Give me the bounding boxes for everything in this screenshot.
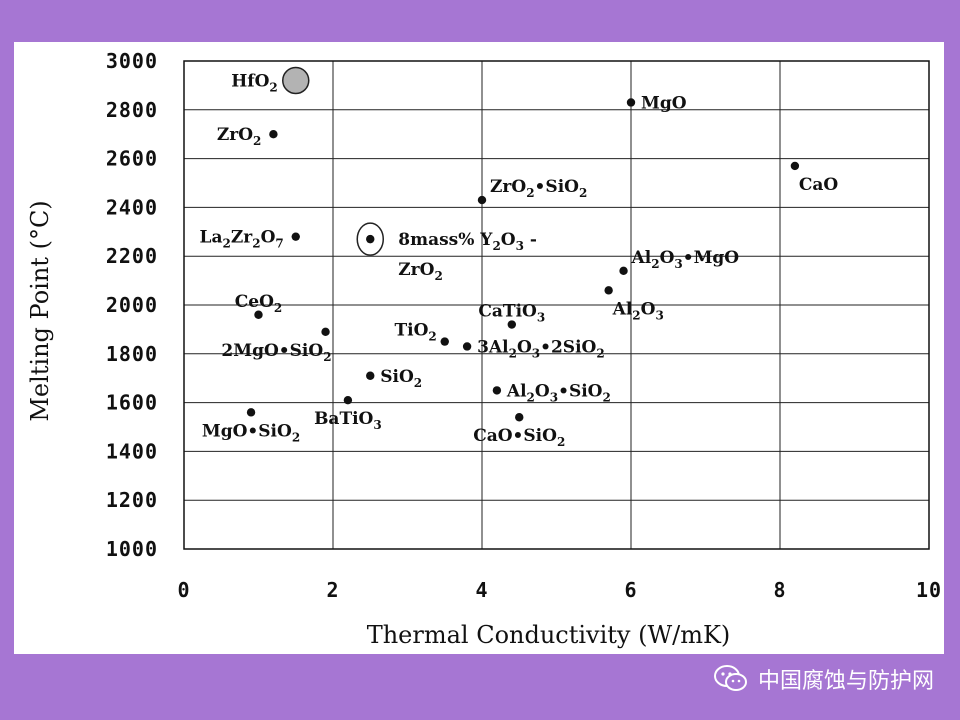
x-tick-label: 8 (773, 578, 786, 602)
data-label: Al2​O3​ (612, 299, 664, 322)
data-point (626, 98, 636, 107)
x-tick-label: 2 (326, 578, 339, 602)
data-point (462, 342, 472, 351)
data-label: HfO2​ (231, 72, 278, 95)
data-point (507, 320, 516, 329)
watermark: 中国腐蚀与防护网 (713, 662, 934, 696)
data-point (440, 337, 449, 346)
data-label: MgO (641, 93, 687, 113)
y-tick-label: 1000 (106, 537, 158, 561)
data-point (492, 386, 502, 395)
data-point (321, 327, 330, 337)
data-label: BaTiO3​ (314, 409, 382, 432)
x-tick-label: 6 (624, 578, 637, 602)
x-tick-label: 10 (916, 578, 942, 602)
data-label: Al2​O3​•MgO (631, 248, 740, 271)
chart-panel: 1000 1200 1400 1600 1800 2000 2200 2400 2600 2800… (14, 42, 944, 654)
y-axis-title: Melting Point (°C) (26, 200, 54, 421)
y-tick-label: 3000 (106, 49, 158, 73)
data-point (254, 310, 263, 319)
data-label: CaO (799, 175, 839, 195)
data-point (282, 66, 310, 95)
plot-frame (183, 60, 930, 550)
watermark-text: 中国腐蚀与防护网 (757, 669, 934, 694)
data-label: CeO2​ (235, 292, 283, 315)
data-point (269, 130, 278, 139)
data-point (604, 286, 613, 295)
data-label: Al2​O3​•SiO2​ (506, 381, 611, 404)
data-point (619, 266, 628, 276)
data-point-ring (356, 222, 384, 256)
data-point (515, 413, 524, 422)
data-point (246, 408, 256, 417)
y-tick-label: 2400 (106, 195, 158, 219)
scatter-chart: 1000 1200 1400 1600 1800 2000 2200 2400 2600 2800… (26, 49, 942, 649)
y-tick-label: 2200 (106, 244, 158, 268)
data-label: ZrO2​ (217, 125, 262, 148)
y-tick-label: 1600 (106, 391, 158, 415)
x-axis-title: Thermal Conductivity (W/mK) (367, 621, 731, 649)
y-tick-label: 2000 (106, 293, 158, 317)
data-point (343, 395, 353, 405)
data-label: ZrO2​•SiO2​ (490, 177, 587, 200)
data-point (790, 161, 800, 171)
y-tick-label: 1800 (106, 342, 158, 366)
data-label: CaO•SiO2​ (473, 426, 565, 449)
y-tick-label: 1400 (106, 439, 158, 463)
data-label: ZrO2​ (398, 260, 443, 283)
data-label: MgO•SiO2​ (202, 421, 300, 444)
y-tick-label: 1200 (106, 488, 158, 512)
data-point (366, 234, 375, 244)
data-label: 2MgO•SiO2​ (221, 341, 331, 364)
data-label: 3Al2​O3​•2SiO2​ (477, 337, 605, 360)
x-tick-label: 4 (475, 578, 488, 602)
data-point (366, 371, 375, 380)
y-tick-label: 2800 (106, 98, 158, 122)
data-label: La2​Zr2​O7​ (200, 228, 284, 251)
wechat-icon (713, 665, 747, 691)
data-label: CaTiO3​ (478, 302, 545, 325)
data-label: SiO2​ (380, 367, 422, 390)
data-point (291, 232, 300, 241)
data-label: TiO2​ (394, 321, 436, 344)
y-tick-label: 2600 (106, 147, 158, 171)
data-point (477, 195, 487, 205)
x-tick-label: 0 (177, 578, 190, 602)
data-label: 8mass% Y2​O3​ - (398, 230, 537, 253)
